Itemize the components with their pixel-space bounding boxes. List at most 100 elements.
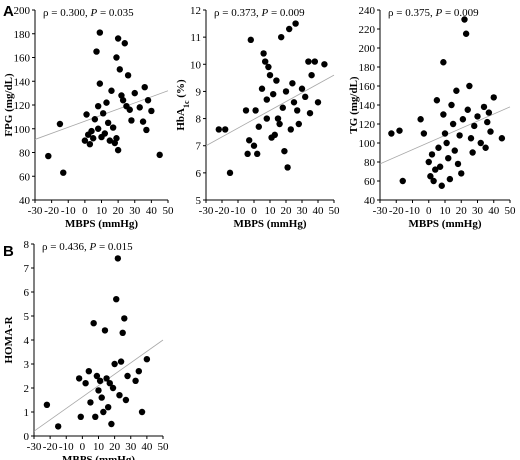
x-tick-label: 0 [80, 441, 86, 453]
data-point [388, 130, 395, 137]
data-point [126, 106, 133, 113]
x-tick-label: 30 [129, 205, 141, 217]
data-point [448, 101, 455, 109]
data-point [461, 16, 468, 23]
data-point [427, 173, 434, 180]
data-point [106, 380, 113, 387]
data-point [86, 140, 94, 148]
y-tick-label: 5 [24, 311, 30, 323]
data-point [443, 139, 450, 147]
data-point [94, 125, 102, 132]
data-point [250, 142, 258, 149]
data-point [271, 131, 278, 139]
data-point [420, 130, 428, 137]
data-point [109, 384, 117, 392]
x-tick-label: 20 [113, 205, 125, 217]
data-point [451, 147, 458, 154]
y-tick-label: 40 [364, 195, 376, 207]
scatter-chart-3: 40 60 80 100 120 140 160 180 200 220 240 -30 -20 -10 0… [348, 5, 516, 230]
x-axis-label: MBPS (mmHg) [62, 454, 135, 460]
data-point [441, 130, 449, 137]
panel-letter-a: A [3, 3, 14, 20]
data-point [498, 135, 506, 142]
data-point [440, 111, 447, 118]
y-tick-label: 160 [359, 81, 376, 93]
correlation-annotation: ρ = 0.373, P = 0.009 [214, 7, 305, 19]
data-point [138, 408, 146, 416]
x-tick-label: -20 [43, 441, 58, 453]
y-tick-label: 100 [359, 138, 376, 150]
x-tick-label: -10 [61, 205, 76, 217]
data-point [87, 399, 94, 406]
data-point [273, 77, 280, 84]
data-point [85, 368, 93, 375]
data-point [260, 50, 267, 57]
data-point [295, 120, 302, 128]
data-point [282, 88, 290, 95]
y-tick-label: 0 [24, 431, 30, 443]
data-point [215, 126, 222, 133]
data-point [116, 66, 123, 73]
data-point [114, 35, 122, 42]
x-tick-label: -10 [59, 441, 74, 453]
data-point [432, 166, 439, 173]
data-point [156, 151, 163, 159]
data-point [433, 97, 441, 104]
data-point [290, 99, 298, 106]
data-point [311, 58, 318, 65]
data-point [446, 175, 454, 183]
data-point [108, 420, 115, 428]
data-point [104, 404, 112, 411]
data-point [263, 115, 270, 122]
data-point [121, 315, 128, 322]
data-point [252, 107, 259, 114]
data-point [90, 320, 97, 327]
x-tick-label: 10 [93, 441, 105, 453]
data-point [258, 85, 266, 92]
x-tick-label: -30 [28, 205, 43, 217]
data-point [128, 117, 135, 124]
y-tick-label: 5 [196, 195, 202, 207]
x-tick-label: -30 [373, 205, 388, 217]
data-point [477, 139, 484, 147]
data-point [438, 182, 445, 189]
x-tick-label: 10 [440, 205, 452, 217]
data-point [113, 135, 120, 142]
data-point [96, 80, 104, 87]
y-tick-label: 100 [14, 124, 31, 136]
y-tick-label: 8 [24, 239, 30, 251]
x-tick-label: 10 [96, 205, 108, 217]
data-point [60, 169, 67, 176]
data-point [308, 71, 315, 79]
data-point [436, 163, 444, 170]
y-tick-label: 9 [196, 86, 202, 98]
y-tick-label: 6 [196, 168, 202, 180]
y-tick-label: 7 [24, 263, 30, 275]
x-tick-label: 40 [141, 441, 153, 453]
x-tick-label: 40 [313, 205, 325, 217]
y-axis-label: TG (mg/dL) [348, 76, 360, 133]
x-axis-label: MBPS (mmHg) [408, 218, 481, 230]
y-tick-label: 180 [359, 62, 376, 74]
data-point [139, 118, 147, 125]
data-point [265, 63, 272, 71]
data-point [279, 104, 286, 111]
data-point [103, 375, 110, 382]
scatter-chart-4: 0 1 2 3 4 5 6 7 8 -30 -20 -10 0 10 20 30 40 50 MBPS (mmHg)… [3, 239, 169, 460]
y-tick-label: 200 [359, 43, 376, 55]
x-tick-label: 30 [125, 441, 137, 453]
data-point [464, 106, 471, 113]
x-tick-label: 0 [82, 205, 88, 217]
data-point [298, 85, 306, 92]
x-tick-label: 50 [505, 205, 517, 217]
y-tick-label: 180 [14, 29, 31, 41]
data-point [430, 177, 437, 185]
x-tick-label: 40 [146, 205, 158, 217]
data-point [286, 25, 293, 33]
x-tick-label: -20 [44, 205, 59, 217]
y-tick-label: 80 [364, 157, 376, 169]
data-point [45, 152, 52, 160]
data-point [487, 128, 494, 135]
x-tick-label: -30 [27, 441, 42, 453]
